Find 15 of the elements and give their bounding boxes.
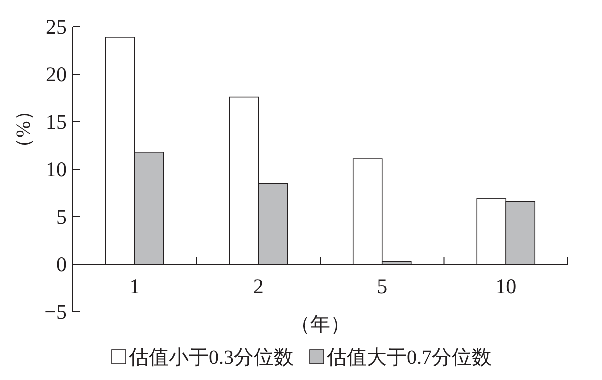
y-tick-label: 10 [46, 158, 67, 182]
x-tick-label: 5 [377, 274, 388, 298]
y-axis-title: （%） [13, 101, 35, 158]
legend-label: 估值大于0.7分位数 [326, 347, 492, 369]
y-tick-label: 25 [46, 15, 67, 39]
x-tick-label: 1 [130, 274, 140, 298]
legend-label: 估值小于0.3分位数 [128, 347, 294, 369]
y-tick-label: 5 [56, 205, 67, 229]
x-tick-label: 10 [496, 274, 517, 298]
y-tick-label: −5 [44, 300, 67, 324]
y-tick-label: 0 [56, 252, 67, 276]
x-axis-title: （年） [290, 314, 350, 336]
x-tick-label: 2 [253, 274, 264, 298]
y-tick-label: 15 [46, 110, 67, 134]
y-tick-label: 20 [46, 62, 67, 86]
